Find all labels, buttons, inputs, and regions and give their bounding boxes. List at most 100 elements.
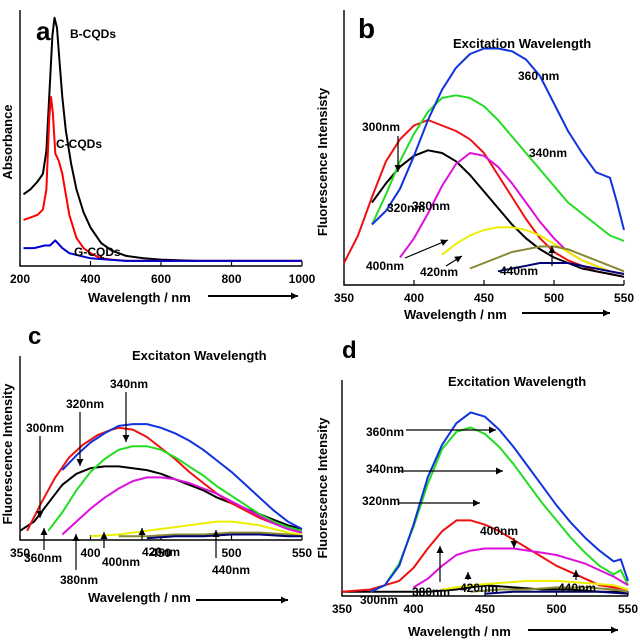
panel-c-label-arrow-head <box>40 528 48 535</box>
panel-d-label-arrow <box>464 572 472 580</box>
panel-d-letter: d <box>342 337 357 364</box>
panel-b-label-arrow-head <box>394 165 402 172</box>
panel-c-label-arrow <box>36 436 44 518</box>
panel-c-series-label: 440nm <box>212 563 250 577</box>
panel-b-series-300nm-line <box>343 119 625 278</box>
panel-a-series-G-CQDs-line <box>23 239 302 262</box>
panel-b-series-label: 300nm <box>362 120 400 134</box>
panel-d-xtick-label: 550 <box>618 602 638 616</box>
panel-c-series-label: 340nm <box>110 377 148 391</box>
panel-d-label-arrow-head <box>473 499 480 507</box>
panel-c-series-label: 320nm <box>66 397 104 411</box>
panel-b-series-label: 420nm <box>420 265 458 279</box>
panel-c-label-arrow <box>138 528 146 540</box>
panel-c-label-arrow <box>40 528 48 550</box>
panel-c-label-arrow-head <box>212 530 220 537</box>
panel-c-series-label: 300nm <box>26 421 64 435</box>
panel-a-xtick-label: 600 <box>151 272 171 286</box>
panel-d-label-arrow-head <box>489 426 496 434</box>
panel-d-label-arrow-head <box>510 541 518 548</box>
panel-d-series-label: 300nm <box>360 593 398 607</box>
panel-d-series-label: 400nm <box>480 524 518 538</box>
panel-a-xtick-label: 800 <box>221 272 241 286</box>
panel-d-series-360nm-line <box>370 411 629 593</box>
panel-c-label-arrow-head <box>36 511 44 518</box>
panel-b-label-arrow-head <box>440 239 448 246</box>
panel-b-series-440nm-line <box>497 262 625 275</box>
panel-c-series-360nm-line <box>61 423 303 530</box>
panel-a-series-B-CQDs-line <box>22 16 302 262</box>
panel-c-label-arrow <box>212 530 220 558</box>
panel-d-xtick-label: 500 <box>546 602 566 616</box>
panel-b-series-340nm-line <box>371 94 625 242</box>
panel-d-label-arrow-head <box>572 570 580 577</box>
panel-d-series-340nm-line <box>370 426 629 593</box>
panel-d-series-label: 380nm <box>412 585 450 599</box>
panel-a-xlabel-arrow <box>208 292 298 300</box>
panel-d-series-label: 440nm <box>558 581 596 595</box>
panel-d-label-arrow <box>510 538 518 548</box>
panel-c-series-label: 420nm <box>142 545 180 559</box>
panel-a-series-label: C-CQDs <box>56 137 102 151</box>
panel-d-label-arrow <box>398 499 480 507</box>
panel-d-label-arrow-head <box>496 467 503 475</box>
panel-d-label-arrow-head <box>464 572 472 579</box>
panel-b-letter: b <box>358 13 375 44</box>
panel-b-series-400nm-line <box>441 226 625 275</box>
panel-b-label-arrow <box>445 255 463 267</box>
panel-c-xtick-label: 550 <box>292 546 312 560</box>
panel-b-series-label: 360 nm <box>518 69 559 83</box>
panel-c-label-arrow-head <box>72 534 80 541</box>
panel-c-xlabel-arrow-head <box>281 596 288 604</box>
panel-c-title: Excitaton Wavelength <box>132 348 267 363</box>
panel-b-ylabel: Fluorescence Intensisty <box>315 87 330 236</box>
panel-d-label-arrow-head <box>436 546 444 553</box>
panel-b-xlabel-arrow <box>522 309 610 317</box>
panel-c-series-380nm-line <box>61 476 303 536</box>
panel-c-series-320nm-line <box>26 426 303 534</box>
panel-d-series-label: 340nm <box>366 462 404 476</box>
panel-b-label-arrow-head <box>454 256 462 263</box>
panel-b-series-label: 380nm <box>412 199 450 213</box>
panel-a-ylabel: Absorbance <box>0 104 15 179</box>
panel-b-label-arrow-head <box>548 246 556 253</box>
panel-a-series-label: B-CQDs <box>70 27 116 41</box>
panel-d-series-400nm-line <box>441 579 629 591</box>
panel-c-xtick-label: 350 <box>10 546 30 560</box>
panel-c-xtick-label: 450 <box>151 546 171 560</box>
panel-d-xtick-label: 350 <box>332 602 352 616</box>
panel-a-xtick-label: 400 <box>80 272 100 286</box>
panel-c-label-arrow-head <box>122 435 130 442</box>
panel-c-label-arrow-head <box>76 459 84 466</box>
panel-c-label-arrow-head <box>100 532 108 539</box>
panel-b-xtick-label: 550 <box>614 291 634 305</box>
panel-b-xlabel: Wavelength / nm <box>404 307 507 322</box>
panel-d-series-320nm-line <box>341 519 629 593</box>
panel-d-xlabel: Wavelength / nm <box>408 624 511 639</box>
panel-d-xtick-label: 450 <box>475 602 495 616</box>
panel-b-xtick-label: 400 <box>404 291 424 305</box>
panel-a-letter: a <box>36 16 51 46</box>
panel-b-title: Excitation Wavelength <box>453 36 591 51</box>
panel-b-series-label: 400nm <box>366 259 404 273</box>
panel-a-xlabel: Wavelength / nm <box>88 290 191 305</box>
panel-c-xlabel-arrow <box>196 596 288 604</box>
panel-d-xlabel-arrow-head <box>611 626 618 634</box>
panel-c-xtick-label: 500 <box>221 546 241 560</box>
panel-d-series-300nm-line <box>342 584 628 593</box>
panel-d-series-420nm-line <box>470 586 629 593</box>
panel-c-ylabel: Fluorescence Intensity <box>0 383 15 525</box>
panel-c-series-label: 400nm <box>102 555 140 569</box>
panel-d-title: Excitation Wavelength <box>448 374 586 389</box>
panel-b-xtick-label: 500 <box>544 291 564 305</box>
panel-b-series-label: 320nm <box>387 201 425 215</box>
panel-b-series-360nm-line <box>371 47 625 231</box>
panel-c-series-label: 380nm <box>60 573 98 587</box>
panel-c-label-arrow <box>76 412 84 466</box>
panel-d-series-label: 420nm <box>460 581 498 595</box>
panel-c-label-arrow <box>100 532 108 548</box>
panel-c-series-label: 360nm <box>24 551 62 565</box>
panel-d-ylabel: Fluorescence Intensity <box>315 417 330 559</box>
